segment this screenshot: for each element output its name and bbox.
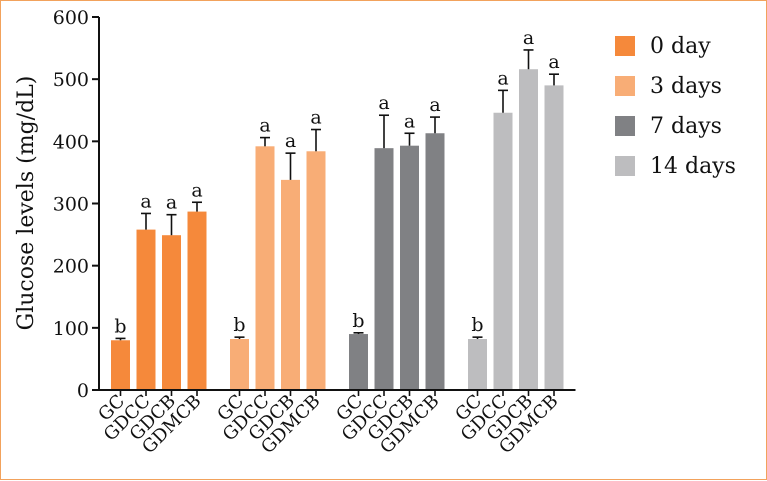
legend: 0 day 3 days 7 days 14 days xyxy=(615,34,736,179)
significance-letter: a xyxy=(191,179,202,201)
significance-letter: b xyxy=(114,315,126,337)
legend-swatch xyxy=(615,36,635,56)
bar-14-days-GDCC xyxy=(493,112,513,390)
legend-label: 0 day xyxy=(650,34,711,59)
bar-3-days-GDCC xyxy=(255,146,275,390)
bar-3-days-GDMCB xyxy=(306,151,326,390)
bar-0-day-GDMCB xyxy=(187,211,207,390)
y-tick-label: 100 xyxy=(53,318,89,340)
significance-letter: a xyxy=(523,27,534,49)
significance-letter: a xyxy=(310,107,321,129)
legend-label: 7 days xyxy=(650,114,722,139)
bar-7-days-GDMCB xyxy=(425,133,445,391)
bar-3-days-GC xyxy=(230,339,249,390)
bar-7-days-GDCB xyxy=(400,145,419,390)
legend-swatch xyxy=(615,156,635,176)
bar-0-day-GC xyxy=(111,340,130,390)
bar-7-days-GC xyxy=(349,334,368,390)
y-tick-label: 300 xyxy=(53,194,89,216)
y-tick-label: 400 xyxy=(53,131,89,153)
significance-letter: a xyxy=(548,51,559,73)
bar-0-day-GDCB xyxy=(162,235,181,390)
axes-layer: 0 100 200 300 400 500 600 xyxy=(53,7,576,402)
bar-3-days-GDCB xyxy=(281,179,300,390)
significance-letter: b xyxy=(233,314,245,336)
bar-7-days-GDCC xyxy=(374,148,394,390)
significance-letter: a xyxy=(378,92,389,114)
bar-14-days-GDMCB xyxy=(544,85,564,390)
y-tick-label: 600 xyxy=(53,7,89,29)
bars-layer xyxy=(111,69,564,391)
significance-letter: b xyxy=(352,310,364,332)
y-tick-label: 500 xyxy=(53,69,89,91)
significance-letter: a xyxy=(259,115,270,137)
bar-0-day-GDCC xyxy=(136,229,156,390)
error-bars-layer xyxy=(115,49,559,341)
y-tick-label: 200 xyxy=(53,256,89,278)
significance-letter: a xyxy=(166,192,177,214)
legend-label: 14 days xyxy=(650,154,736,179)
significance-letter: a xyxy=(140,190,151,212)
significance-letter: a xyxy=(404,110,415,132)
bar-14-days-GC xyxy=(468,339,487,390)
significance-letter: a xyxy=(497,67,508,89)
bar-14-days-GDCB xyxy=(519,69,538,390)
y-tick-label: 0 xyxy=(77,380,89,402)
significance-letter: b xyxy=(471,314,483,336)
legend-label: 3 days xyxy=(650,74,722,99)
legend-swatch xyxy=(615,116,635,136)
significance-letter: a xyxy=(429,94,440,116)
significance-letter: a xyxy=(285,130,296,152)
y-axis-label: Glucose levels (mg/dL) xyxy=(14,76,39,331)
legend-swatch xyxy=(615,76,635,96)
